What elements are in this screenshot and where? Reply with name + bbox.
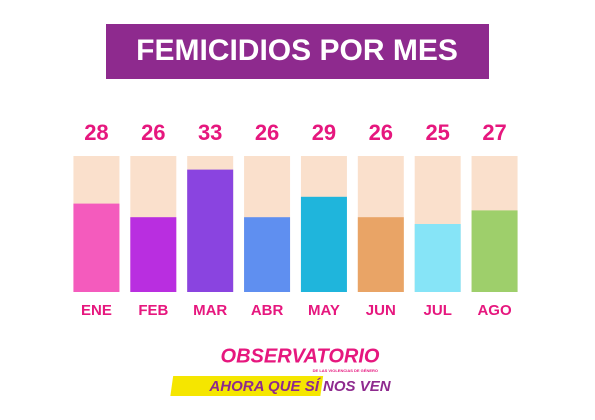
x-tick-label: JUL (424, 302, 452, 319)
bar (414, 224, 461, 292)
x-tick-label: MAY (308, 302, 340, 319)
x-tick-label: ABR (251, 302, 284, 319)
value-label: 29 (312, 120, 336, 145)
logo-name: OBSERVATORIO (221, 345, 380, 367)
bar (244, 217, 291, 292)
value-label: 26 (369, 120, 393, 145)
bar (187, 169, 234, 292)
x-tick-label: MAR (193, 302, 227, 319)
value-label: 27 (482, 120, 506, 145)
x-tick-label: JUN (366, 302, 396, 319)
x-tick-label: AGO (477, 302, 512, 319)
logo-subtitle: DE LAS VIOLENCIAS DE GÉNERO (313, 368, 378, 373)
bar (300, 196, 347, 292)
chart-title: FEMICIDIOS POR MES (136, 34, 458, 67)
bar (471, 210, 518, 292)
logo-slogan: AHORA QUE SÍ NOS VEN (208, 378, 391, 395)
bar (130, 217, 177, 292)
bar (357, 217, 404, 292)
value-label: 25 (425, 120, 449, 145)
title-box (106, 24, 489, 79)
value-label: 26 (255, 120, 279, 145)
x-tick-label: FEB (138, 302, 168, 319)
value-label: 28 (84, 120, 108, 145)
value-label: 26 (141, 120, 165, 145)
logo: OBSERVATORIO DE LAS VIOLENCIAS DE GÉNERO… (170, 345, 392, 396)
x-tick-label: ENE (81, 302, 112, 319)
value-label: 33 (198, 120, 222, 145)
logo-band (170, 376, 324, 396)
bar (73, 203, 120, 292)
